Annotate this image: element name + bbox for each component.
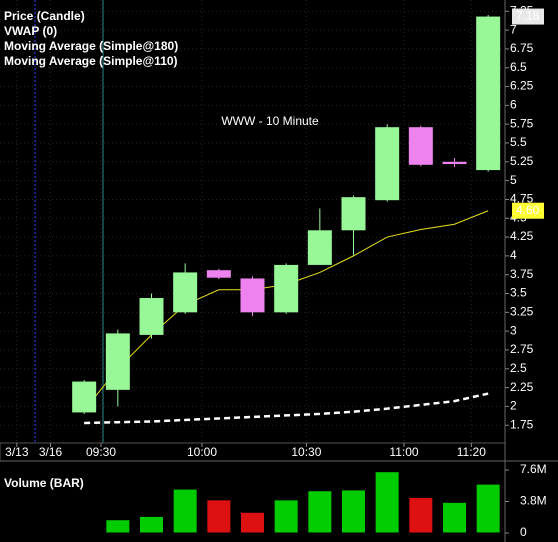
last-price-tag [512,8,544,25]
x-axis-band [0,442,506,462]
candle-body [72,381,97,413]
x-tick-label: 3/16 [39,445,63,459]
y-tick-label: 3 [510,323,517,337]
y-tick-label: 7.6M [520,462,547,476]
vwap-tag-label: 4.60 [516,203,540,217]
y-tick-label: 6.5 [510,60,527,74]
candle-body [408,127,433,165]
x-tick-label: 11:00 [389,445,418,459]
candle-body [206,270,231,278]
y-tick-label: 4 [510,248,517,262]
y-tick-label: 5.25 [510,154,534,168]
x-tick-label: 10:30 [291,445,321,459]
last-price-label: 7.18 [516,9,540,23]
watermark: WWW - 10 Minute [221,114,319,128]
legend-entry: Moving Average (Simple@180) [4,39,178,53]
x-tick-label: 3/13 [5,445,29,459]
y-tick-label: 1.75 [510,417,534,431]
y-tick-label: 4.25 [510,229,534,243]
candle-body [442,161,467,165]
candle-body [341,197,366,231]
y-tick-label: 7 [510,22,517,36]
legend-entry: VWAP (0) [4,24,57,38]
x-tick-label: 10:00 [187,445,217,459]
volume-bar [442,501,467,534]
volume-bar [240,511,265,534]
legend-entry: Moving Average (Simple@110) [4,54,178,68]
y-tick-label: 3.25 [510,304,534,318]
y-tick-label: 2 [510,399,517,413]
volume-bar [307,490,333,534]
vwap-tag [512,202,544,219]
legend-entry: Price (Candle) [4,9,85,23]
y-tick-label: 2.5 [510,361,527,375]
volume-bar [273,499,299,534]
y-tick-label: 5.75 [510,116,534,130]
volume-bar [172,488,198,534]
y-tick-label: 2.75 [510,342,534,356]
volume-bar [139,515,164,534]
y-tick-label: 0 [520,525,527,539]
volume-bar [408,496,434,534]
volume-bar [475,483,501,534]
y-tick-label: 2.25 [510,380,534,394]
volume-bar [374,471,400,534]
volume-bar [206,499,232,534]
y-tick-label: 6.75 [510,41,534,55]
y-tick-label: 6.25 [510,79,534,93]
candle-body [173,272,198,313]
y-tick-label: 5 [510,173,517,187]
panel-title: Volume (BAR) [4,476,84,490]
y-tick-label: 3.8M [520,494,547,508]
y-tick-label: 4.75 [510,192,534,206]
x-tick-label: 09:30 [86,445,116,459]
candle-body [375,127,400,201]
y-tick-label: 3.75 [510,267,534,281]
candle-body [476,16,501,171]
overlay-line [84,392,489,425]
candle-body [307,230,332,265]
candle-body [240,278,265,313]
volume-bar [105,519,131,534]
y-tick-label: 6 [510,98,517,112]
candle-body [274,264,299,313]
y-tick-label: 3.5 [510,286,527,300]
candle-body [105,333,130,390]
candle-body [139,298,164,335]
y-tick-label: 5.5 [510,135,527,149]
volume-bar [341,489,366,534]
x-tick-label: 11:20 [457,445,486,459]
